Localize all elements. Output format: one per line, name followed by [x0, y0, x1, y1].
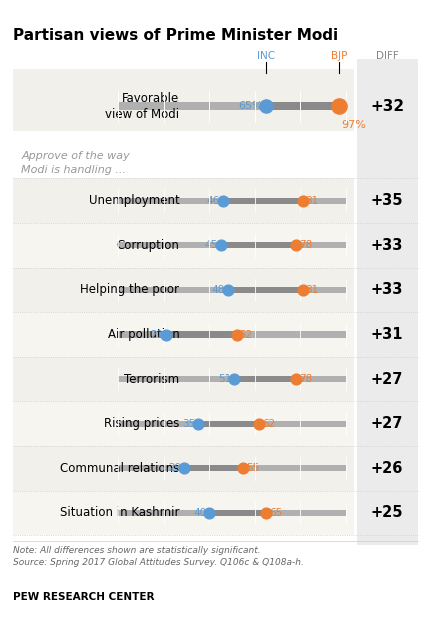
Text: 62: 62 — [262, 419, 276, 429]
Text: 81: 81 — [306, 285, 319, 295]
Text: +33: +33 — [371, 282, 403, 297]
Point — [263, 101, 270, 111]
Point — [224, 285, 231, 295]
Point — [217, 240, 224, 250]
FancyBboxPatch shape — [13, 268, 354, 312]
FancyBboxPatch shape — [13, 312, 354, 357]
Text: +31: +31 — [371, 327, 403, 342]
FancyBboxPatch shape — [266, 102, 339, 111]
Text: +25: +25 — [371, 505, 403, 520]
Text: DIFF: DIFF — [376, 51, 398, 61]
Point — [162, 329, 169, 339]
Point — [195, 419, 201, 429]
Point — [240, 463, 247, 473]
Point — [219, 196, 226, 206]
Text: 40: 40 — [193, 508, 206, 518]
Text: Communal relations: Communal relations — [60, 462, 179, 475]
FancyBboxPatch shape — [223, 198, 303, 204]
Text: Situation in Kashmir: Situation in Kashmir — [60, 506, 179, 520]
Point — [206, 508, 213, 518]
FancyBboxPatch shape — [118, 421, 346, 427]
Text: 21: 21 — [150, 329, 163, 339]
FancyBboxPatch shape — [13, 446, 354, 491]
Text: 81: 81 — [306, 196, 319, 206]
FancyBboxPatch shape — [198, 421, 260, 427]
Text: +27: +27 — [371, 372, 403, 387]
FancyBboxPatch shape — [118, 465, 346, 471]
FancyBboxPatch shape — [118, 510, 346, 516]
FancyBboxPatch shape — [234, 376, 296, 382]
Text: Corruption: Corruption — [116, 239, 179, 252]
Text: +26: +26 — [371, 461, 403, 476]
Point — [181, 463, 188, 473]
Text: Helping the poor: Helping the poor — [80, 284, 179, 297]
Text: PEW RESEARCH CENTER: PEW RESEARCH CENTER — [13, 592, 154, 602]
FancyBboxPatch shape — [118, 242, 346, 249]
Text: 65%: 65% — [238, 101, 263, 111]
Text: 35: 35 — [182, 419, 195, 429]
Point — [233, 329, 240, 339]
FancyBboxPatch shape — [118, 376, 346, 382]
Text: 45: 45 — [205, 240, 218, 250]
FancyBboxPatch shape — [118, 331, 346, 337]
FancyBboxPatch shape — [221, 242, 296, 249]
FancyBboxPatch shape — [118, 102, 346, 111]
FancyBboxPatch shape — [13, 69, 354, 131]
Text: Partisan views of Prime Minister Modi: Partisan views of Prime Minister Modi — [13, 28, 338, 43]
Text: Favorable
view of Modi: Favorable view of Modi — [105, 92, 179, 121]
Text: +35: +35 — [371, 193, 403, 208]
Text: 52: 52 — [240, 329, 253, 339]
FancyBboxPatch shape — [227, 287, 303, 293]
Point — [256, 419, 263, 429]
Text: 55: 55 — [246, 463, 260, 473]
Text: Unemployment: Unemployment — [89, 194, 179, 207]
Text: 46: 46 — [207, 196, 220, 206]
Text: INC: INC — [257, 51, 275, 61]
FancyBboxPatch shape — [13, 357, 354, 401]
Point — [292, 374, 299, 384]
Point — [263, 508, 270, 518]
Text: 48: 48 — [211, 285, 225, 295]
Text: Air pollution: Air pollution — [108, 328, 179, 341]
Text: +27: +27 — [371, 416, 403, 431]
Text: 78: 78 — [299, 374, 312, 384]
Point — [299, 285, 306, 295]
Text: +33: +33 — [371, 238, 403, 253]
Text: Terrorism: Terrorism — [124, 372, 179, 386]
FancyBboxPatch shape — [13, 223, 354, 268]
FancyBboxPatch shape — [118, 198, 346, 204]
Text: Rising prices: Rising prices — [104, 417, 179, 430]
Text: BJP: BJP — [331, 51, 347, 61]
Text: Note: All differences shown are statistically significant.
Source: Spring 2017 G: Note: All differences shown are statisti… — [13, 546, 303, 567]
Text: 51: 51 — [218, 374, 231, 384]
Point — [336, 101, 343, 111]
FancyBboxPatch shape — [166, 331, 237, 337]
FancyBboxPatch shape — [209, 510, 266, 516]
FancyBboxPatch shape — [118, 287, 346, 293]
Point — [231, 374, 238, 384]
Text: 29: 29 — [168, 463, 181, 473]
Text: +32: +32 — [370, 99, 404, 114]
Point — [292, 240, 299, 250]
Point — [299, 196, 306, 206]
FancyBboxPatch shape — [13, 178, 354, 223]
Text: 78: 78 — [299, 240, 312, 250]
Text: Approve of the way
Modi is handling ...: Approve of the way Modi is handling ... — [21, 151, 130, 175]
FancyBboxPatch shape — [13, 401, 354, 446]
Text: 97%: 97% — [341, 120, 366, 130]
FancyBboxPatch shape — [13, 491, 354, 535]
FancyBboxPatch shape — [357, 59, 418, 545]
Text: 65: 65 — [269, 508, 282, 518]
FancyBboxPatch shape — [184, 465, 243, 471]
